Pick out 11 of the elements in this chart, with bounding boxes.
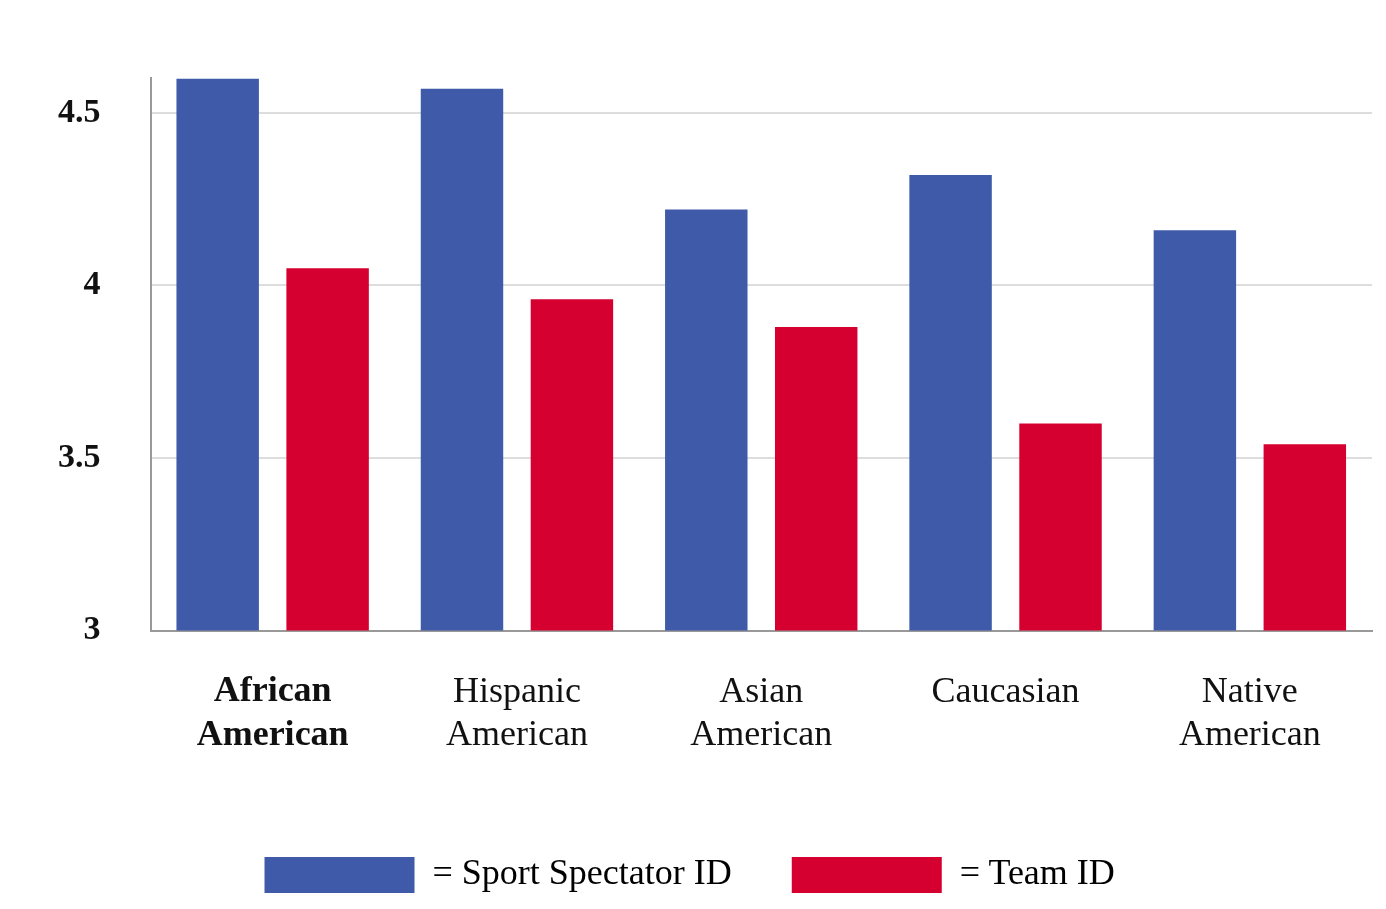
x-tick-label: Caucasian — [931, 669, 1080, 710]
legend-label: = Team ID — [959, 852, 1115, 893]
y-tick-label: 4 — [83, 264, 101, 302]
y-tick-label: 4.5 — [58, 91, 101, 129]
y-tick-label: 3 — [83, 609, 101, 647]
y-tick-label: 3.5 — [58, 436, 101, 474]
x-tick-label: African American — [196, 669, 349, 753]
legend-label: = Sport Spectator ID — [432, 852, 732, 893]
x-tick-label: Hispanic American — [445, 669, 588, 753]
x-tick-label: Asian American — [690, 669, 833, 753]
x-tick-label: Native American — [1178, 669, 1321, 753]
